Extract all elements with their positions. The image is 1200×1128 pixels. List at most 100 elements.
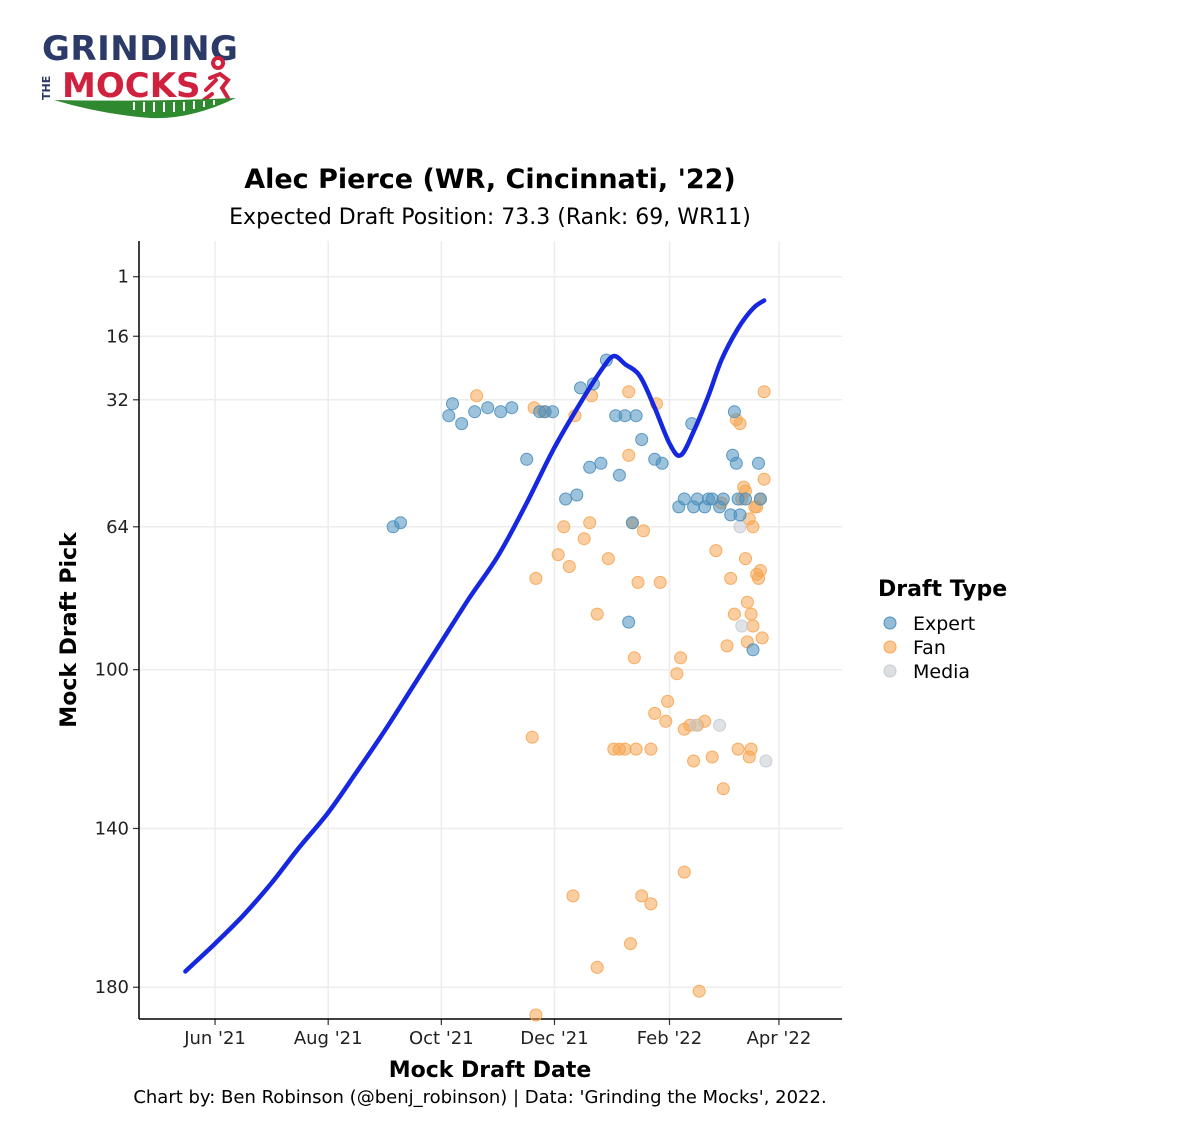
data-point-expert: [655, 456, 669, 470]
data-point-expert: [753, 492, 767, 506]
legend-label-fan: Fan: [913, 637, 946, 659]
runner-icon: [202, 56, 231, 102]
data-point-expert: [559, 492, 573, 506]
data-point-expert: [455, 417, 469, 431]
data-point-expert: [612, 468, 626, 482]
data-point-expert: [446, 397, 459, 411]
data-point-expert: [625, 516, 639, 530]
data-point-expert: [494, 405, 508, 419]
data-point-fan: [661, 694, 675, 708]
yard-lines: [133, 100, 215, 112]
data-point-fan: [551, 548, 565, 562]
legend-key-fan: [883, 640, 897, 654]
data-point-fan: [670, 667, 684, 681]
data-point-fan: [529, 571, 543, 585]
y-tick-label: 1: [118, 267, 129, 288]
logo-line1: GRINDING: [42, 29, 238, 69]
data-point-media: [733, 520, 747, 534]
x-tick-label: Dec '21: [520, 1028, 588, 1049]
data-point-fan: [709, 544, 723, 558]
legend-title: Draft Type: [878, 577, 1007, 602]
data-point-expert: [583, 460, 597, 474]
x-tick-label: Feb '22: [637, 1028, 702, 1049]
grinding-the-mocks-logo: GRINDING THE MOCKS: [40, 29, 238, 119]
data-point-expert: [752, 456, 765, 470]
data-point-fan: [705, 750, 719, 764]
data-point-fan: [562, 560, 576, 573]
data-point-expert: [505, 401, 519, 415]
logo-line2-prefix: THE: [40, 76, 53, 100]
data-point-fan: [731, 742, 745, 756]
data-point-fan: [744, 607, 758, 621]
data-point-fan: [720, 639, 734, 653]
data-point-fan: [757, 385, 771, 399]
data-point-fan: [659, 714, 673, 728]
data-point-expert: [635, 433, 649, 446]
data-point-fan: [644, 897, 658, 911]
data-point-fan: [577, 532, 591, 546]
x-tick-label: Apr '22: [747, 1028, 812, 1049]
x-axis-title: Mock Draft Date: [389, 1058, 592, 1083]
data-point-fan: [746, 619, 760, 633]
chart-caption: Chart by: Ben Robinson (@benj_robinson) …: [133, 1087, 826, 1108]
data-point-expert: [546, 405, 560, 419]
data-point-fan: [755, 631, 769, 645]
data-point-fan: [739, 552, 752, 566]
y-tick-label: 64: [106, 517, 129, 538]
legend-label-expert: Expert: [913, 613, 975, 635]
data-point-fan: [692, 984, 706, 998]
trend-line: [183, 298, 767, 974]
data-point-fan: [744, 742, 758, 756]
x-axis-ticks: Jun '21 Aug '21 Oct '21 Dec '21 Feb '22 Apr '…: [183, 1019, 811, 1049]
y-tick-label: 32: [106, 390, 129, 411]
data-point-fan: [753, 564, 767, 577]
data-point-media: [759, 754, 773, 768]
data-point-expert: [574, 381, 587, 395]
data-point-fan: [716, 782, 730, 796]
data-point-fan: [677, 865, 691, 879]
data-point-fan: [637, 524, 650, 538]
data-point-fan: [635, 889, 649, 903]
data-point-fan: [583, 516, 597, 530]
legend-label-media: Media: [913, 661, 970, 683]
data-point-expert: [618, 409, 632, 423]
y-axis-title: Mock Draft Pick: [57, 531, 82, 728]
data-point-media: [735, 619, 749, 633]
data-point-fan: [733, 417, 747, 431]
data-point-fan: [525, 730, 539, 744]
data-point-fan: [622, 385, 636, 399]
data-point-expert: [442, 409, 456, 423]
data-point-expert: [727, 405, 741, 419]
data-point-fan: [740, 595, 754, 609]
y-tick-label: 16: [106, 326, 129, 347]
data-point-fan: [618, 742, 632, 756]
data-point-expert: [739, 492, 752, 506]
data-point-fan: [687, 754, 701, 768]
data-point-expert: [629, 409, 643, 423]
x-tick-label: Aug '21: [294, 1028, 363, 1049]
data-point-fan: [653, 575, 667, 589]
y-tick-label: 100: [95, 660, 129, 681]
data-point-fan: [470, 389, 484, 403]
data-point-fan: [648, 706, 662, 720]
data-point-expert: [468, 405, 482, 419]
data-point-fan: [629, 742, 643, 756]
data-point-expert: [729, 456, 743, 470]
data-point-fan: [529, 1008, 543, 1022]
data-point-fan: [566, 889, 580, 903]
data-point-fan: [622, 448, 636, 462]
scatter-points: [386, 353, 773, 1022]
data-point-expert: [716, 492, 730, 506]
logo-line2: MOCKS: [62, 66, 201, 106]
data-point-expert: [570, 488, 584, 502]
data-point-expert: [733, 508, 747, 522]
data-point-expert: [481, 401, 495, 415]
data-point-expert: [394, 516, 407, 530]
grid-lines: [139, 241, 842, 1019]
data-point-fan: [590, 607, 604, 621]
data-point-fan: [757, 472, 771, 486]
data-point-fan: [631, 575, 645, 589]
